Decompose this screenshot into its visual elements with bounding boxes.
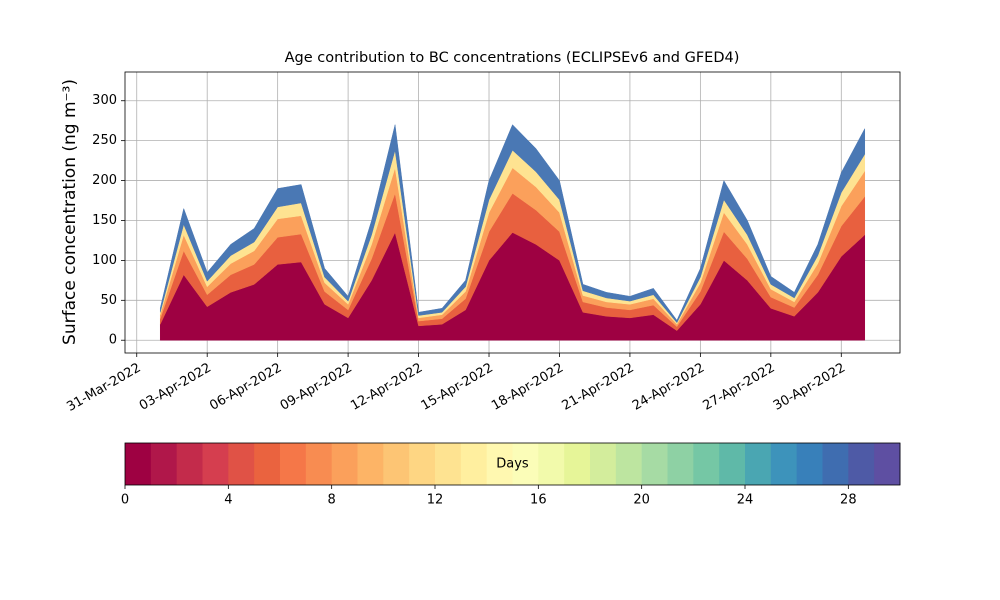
x-tick-label: 24-Apr-2022: [630, 361, 707, 414]
colorbar-bin: [280, 443, 307, 485]
colorbar-bin: [150, 443, 178, 485]
x-tick-label: 30-Apr-2022: [771, 361, 848, 414]
x-tick-label: 03-Apr-2022: [137, 361, 214, 414]
colorbar-tick-label: 28: [840, 493, 857, 508]
colorbar-bin: [538, 443, 565, 485]
y-tick-label: 50: [100, 293, 117, 308]
plot-frame: [124, 71, 901, 354]
x-tick-label: 12-Apr-2022: [348, 361, 425, 414]
colorbar-bin: [719, 443, 746, 485]
colorbar-bin: [435, 443, 462, 485]
colorbar-bin: [176, 443, 203, 485]
colorbar-bin: [590, 443, 617, 485]
colorbar-bin: [796, 443, 823, 485]
colorbar-bin: [460, 443, 488, 485]
colorbar-tick-label: 0: [121, 493, 129, 508]
x-tick-label: 27-Apr-2022: [700, 361, 777, 414]
x-tick-label: 06-Apr-2022: [207, 361, 284, 414]
colorbar-bin: [202, 443, 229, 485]
colorbar-bin: [254, 443, 281, 485]
colorbar-bin: [693, 443, 720, 485]
y-tick-label: 150: [92, 213, 117, 228]
chart-title: Age contribution to BC concentrations (E…: [285, 50, 740, 66]
colorbar-bin: [409, 443, 436, 485]
colorbar-bin: [383, 443, 410, 485]
colorbar-bin: [512, 443, 539, 485]
colorbar-bin: [228, 443, 255, 485]
y-tick-label: 100: [92, 253, 117, 268]
colorbar-bin: [357, 443, 384, 485]
colorbar-bin: [770, 443, 798, 485]
colorbar-bin: [822, 443, 849, 485]
colorbar-bin: [667, 443, 694, 485]
colorbar-bin: [641, 443, 668, 485]
y-axis-label: Surface concentration (ng m⁻³): [60, 79, 80, 345]
colorbar-tick-label: 4: [224, 493, 232, 508]
colorbar-bin: [745, 443, 772, 485]
colorbar-bin: [564, 443, 591, 485]
x-tick-label: 15-Apr-2022: [419, 361, 496, 414]
y-tick-label: 0: [109, 333, 117, 348]
y-tick-label: 200: [92, 173, 117, 188]
colorbar-bin: [615, 443, 643, 485]
colorbar-label: Days: [496, 457, 529, 472]
colorbar-bin: [848, 443, 875, 485]
colorbar-tick-label: 20: [633, 493, 650, 508]
colorbar-bin: [331, 443, 358, 485]
colorbar-tick-label: 16: [530, 493, 547, 508]
x-tick-label: 31-Mar-2022: [64, 361, 143, 415]
area-layer: [159, 124, 866, 324]
colorbar-tick-label: 24: [737, 493, 754, 508]
colorbar-frame: [124, 442, 901, 486]
colorbar-bin: [305, 443, 333, 485]
colorbar-tick-label: 8: [328, 493, 336, 508]
y-tick-label: 300: [92, 93, 117, 108]
y-tick-label: 250: [92, 133, 117, 148]
x-tick-label: 21-Apr-2022: [560, 361, 637, 414]
colorbar-bin: [486, 443, 513, 485]
x-tick-label: 09-Apr-2022: [278, 361, 355, 414]
colorbar-bin: [125, 443, 152, 485]
x-tick-label: 18-Apr-2022: [489, 361, 566, 414]
colorbar-bin: [874, 443, 901, 485]
colorbar-tick-label: 12: [427, 493, 444, 508]
